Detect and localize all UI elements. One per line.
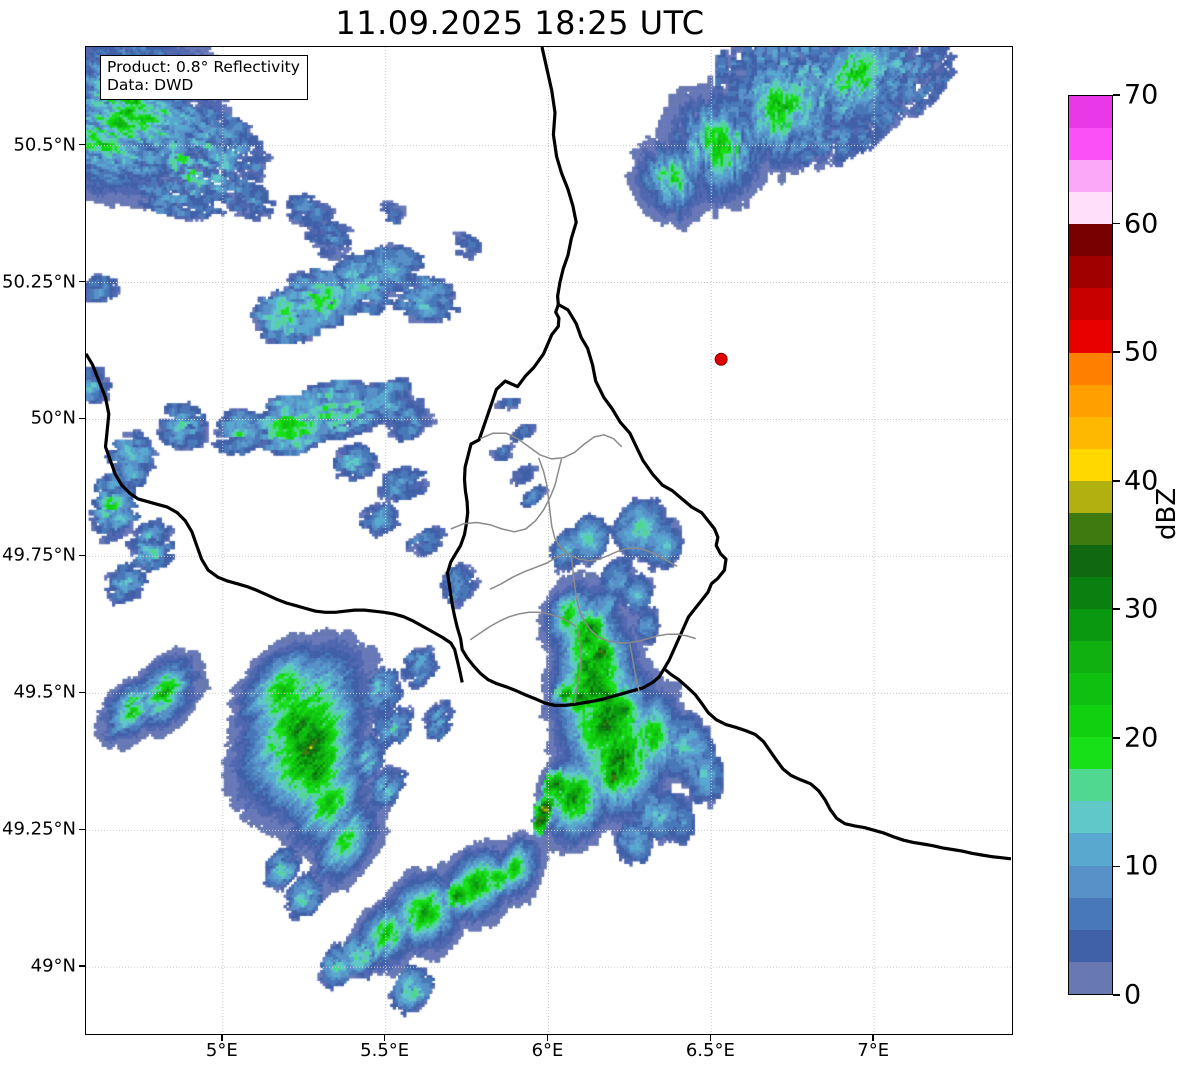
district-boundary xyxy=(469,611,577,641)
colorbar-band xyxy=(1069,480,1112,513)
colorbar-band xyxy=(1069,224,1112,257)
colorbar-tick-label: 20 xyxy=(1124,722,1159,754)
x-axis-tick xyxy=(872,1035,874,1041)
colorbar-band xyxy=(1069,673,1112,706)
product-info-box: Product: 0.8° Reflectivity Data: DWD xyxy=(100,55,308,100)
district-boundary xyxy=(479,432,623,460)
colorbar-band xyxy=(1069,641,1112,674)
y-axis-tick xyxy=(79,965,85,968)
colorbar-band xyxy=(1069,897,1112,930)
colorbar-band xyxy=(1069,256,1112,289)
x-axis-tick xyxy=(709,1035,712,1041)
colorbar-band xyxy=(1069,96,1112,129)
y-axis-label: 49.5°N xyxy=(13,681,76,703)
x-axis-label: 6°E xyxy=(531,1040,564,1061)
colorbar xyxy=(1068,95,1113,995)
x-axis-tick xyxy=(383,1035,386,1041)
x-axis-tick xyxy=(546,1035,549,1041)
colorbar-tick-label: 50 xyxy=(1124,336,1159,368)
colorbar-band xyxy=(1069,737,1112,770)
y-axis-label: 50.5°N xyxy=(13,134,76,156)
colorbar-tick xyxy=(1113,479,1120,482)
x-axis-label: 6.5°E xyxy=(685,1040,735,1061)
colorbar-tick xyxy=(1113,737,1120,739)
colorbar-band xyxy=(1069,384,1112,417)
x-axis-label: 7°E xyxy=(857,1040,890,1061)
colorbar-band xyxy=(1069,609,1112,642)
y-axis-tick xyxy=(79,691,85,694)
colorbar-band xyxy=(1069,929,1112,962)
colorbar-band xyxy=(1069,705,1112,738)
district-boundary xyxy=(573,628,582,704)
colorbar-tick xyxy=(1113,94,1120,96)
colorbar-tick-label: 30 xyxy=(1124,593,1159,625)
colorbar-tick-label: 10 xyxy=(1124,850,1159,882)
colorbar-band xyxy=(1069,288,1112,321)
radar-site-marker[interactable] xyxy=(714,352,728,366)
colorbar-tick xyxy=(1113,222,1120,225)
district-boundary xyxy=(629,643,641,694)
colorbar-tick-label: 70 xyxy=(1124,79,1159,111)
y-axis-tick xyxy=(79,143,85,146)
y-axis-label: 49°N xyxy=(30,955,76,977)
colorbar-band xyxy=(1069,833,1112,866)
colorbar-band xyxy=(1069,961,1112,994)
border-luxembourg xyxy=(445,302,728,707)
border-belgium-germany xyxy=(540,47,578,305)
y-axis-tick xyxy=(79,828,85,831)
colorbar-tick-label: 60 xyxy=(1124,208,1159,240)
colorbar-band xyxy=(1069,769,1112,802)
colorbar-band xyxy=(1069,160,1112,193)
colorbar-band xyxy=(1069,512,1112,545)
y-axis-tick xyxy=(79,554,85,557)
colorbar-tick xyxy=(1113,865,1120,868)
district-boundary xyxy=(450,458,563,533)
colorbar-tick xyxy=(1113,351,1120,353)
radar-plot-area: Product: 0.8° Reflectivity Data: DWD xyxy=(85,46,1013,1035)
y-axis-label: 50°N xyxy=(30,407,76,429)
y-axis-label: 49.25°N xyxy=(2,818,76,840)
colorbar-tick xyxy=(1113,994,1120,996)
page-title: 11.09.2025 18:25 UTC xyxy=(335,4,705,42)
district-boundary xyxy=(537,457,678,567)
colorbar-band xyxy=(1069,128,1112,161)
y-axis-label: 50.25°N xyxy=(2,271,76,293)
border-belgium-france xyxy=(86,352,464,683)
y-axis-tick xyxy=(79,417,85,420)
district-boundary xyxy=(489,553,567,590)
border-france-germany xyxy=(663,667,1011,861)
y-axis-tick xyxy=(79,280,85,283)
colorbar-band xyxy=(1069,801,1112,834)
x-axis-label: 5.5°E xyxy=(360,1040,410,1061)
y-axis-label: 49.75°N xyxy=(2,544,76,566)
colorbar-band xyxy=(1069,576,1112,609)
map-borders-layer xyxy=(86,47,1011,1033)
colorbar-band xyxy=(1069,416,1112,449)
colorbar-band xyxy=(1069,352,1112,385)
colorbar-band xyxy=(1069,448,1112,481)
district-boundary xyxy=(570,556,696,644)
colorbar-tick xyxy=(1113,608,1120,611)
product-label: Product: 0.8° Reflectivity xyxy=(107,58,300,76)
colorbar-tick-label: 40 xyxy=(1124,465,1159,497)
x-axis-label: 5°E xyxy=(205,1040,238,1061)
colorbar-band xyxy=(1069,320,1112,353)
colorbar-band xyxy=(1069,865,1112,898)
colorbar-tick-label: 0 xyxy=(1124,979,1142,1011)
data-source-label: Data: DWD xyxy=(107,75,194,94)
colorbar-band xyxy=(1069,544,1112,577)
colorbar-band xyxy=(1069,192,1112,225)
x-axis-tick xyxy=(220,1035,223,1041)
